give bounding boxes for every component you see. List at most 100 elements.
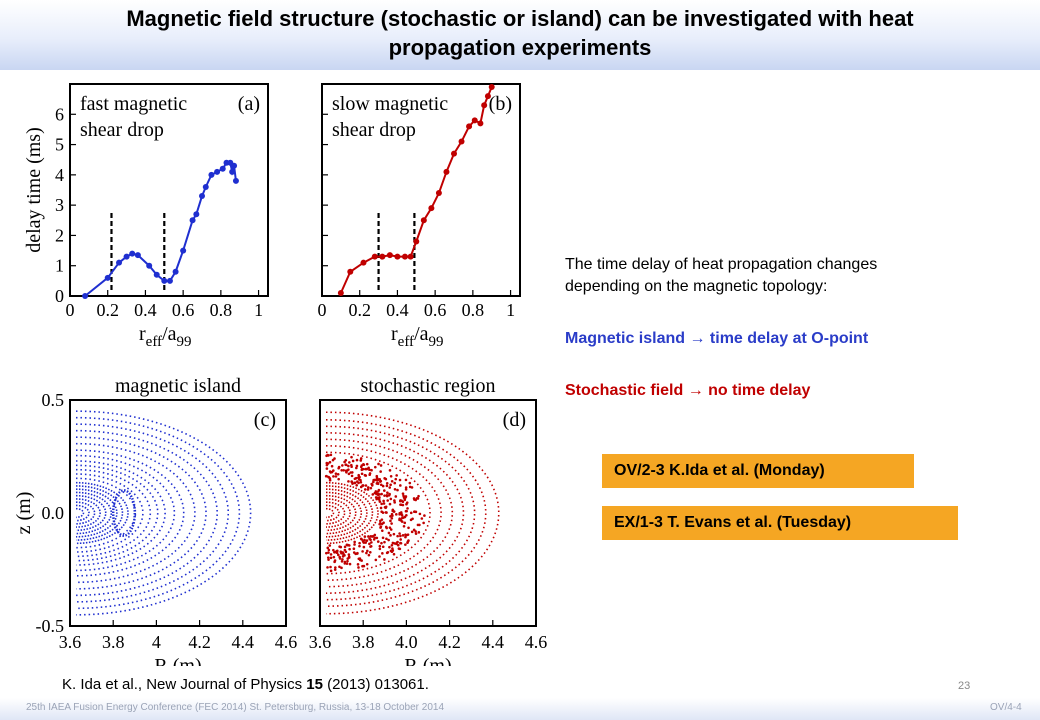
stochastic-point: [341, 558, 344, 561]
panel-annotation: fast magnetic: [80, 93, 187, 115]
stochastic-point: [399, 534, 402, 538]
stochastic-point: [407, 539, 410, 542]
flux-surface: [75, 485, 124, 541]
stochastic-point: [359, 465, 363, 469]
stochastic-point: [396, 488, 399, 492]
poincare-panel-0: magnetic island (c) 3.6 3.8 4 4.2 4.4 4.6 R (m) 0…: [13, 375, 298, 677]
stochastic-point: [328, 544, 332, 547]
x-tick-label: 4.0: [395, 632, 418, 652]
stochastic-point: [338, 565, 341, 569]
stochastic-point: [361, 484, 365, 487]
stochastic-point: [326, 566, 329, 569]
flux-surface: [325, 419, 487, 607]
data-point: [231, 162, 238, 169]
stochastic-point: [371, 534, 375, 538]
stochastic-point: [352, 547, 356, 551]
flux-surface: [75, 468, 152, 558]
data-point: [484, 93, 491, 100]
data-point: [360, 259, 367, 266]
stochastic-point: [399, 499, 402, 502]
x-axis-label-part: 99: [429, 334, 444, 350]
flux-surface: [75, 494, 107, 532]
stochastic-point: [401, 534, 405, 537]
stochastic-point: [359, 480, 363, 484]
stochastic-point: [409, 511, 413, 515]
x-tick-label: 4.4: [482, 632, 505, 652]
data-point: [153, 271, 160, 278]
stochastic-point: [385, 537, 388, 541]
stochastic-point: [379, 519, 382, 523]
y-tick-label: -0.5: [36, 616, 65, 636]
stochastic-point: [395, 513, 398, 516]
stochastic-point: [340, 468, 343, 472]
stochastic-point: [371, 493, 375, 496]
x-tick-label: 4.6: [275, 632, 298, 652]
stochastic-point: [340, 560, 344, 563]
stochastic-point: [344, 463, 348, 467]
stochastic-point: [365, 462, 369, 466]
stochastic-point: [347, 480, 350, 483]
stochastic-point: [380, 492, 383, 496]
stochastic-point: [378, 478, 382, 481]
stochastic-point: [327, 548, 331, 552]
stochastic-point: [410, 486, 414, 489]
stochastic-point: [347, 555, 351, 559]
flux-surface: [325, 411, 500, 615]
data-point: [407, 253, 414, 260]
stochastic-point: [405, 513, 408, 517]
data-point: [82, 293, 89, 299]
stochastic-point: [378, 496, 381, 499]
data-point: [386, 252, 393, 259]
stochastic-point: [341, 551, 345, 554]
stochastic-point: [353, 540, 356, 544]
stochastic-point: [328, 460, 332, 464]
stochastic-point: [379, 470, 382, 473]
stochastic-point: [380, 502, 383, 506]
stochastic-point: [356, 563, 360, 566]
stochastic-point: [365, 562, 369, 566]
stochastic-point: [390, 512, 394, 516]
data-point: [401, 253, 408, 260]
flux-surface: [75, 488, 118, 538]
stochastic-point: [404, 486, 408, 489]
stochastic-point: [377, 492, 380, 496]
stochastic-point: [362, 541, 366, 544]
stochastic-point: [365, 539, 369, 542]
stochastic-point: [381, 536, 385, 540]
stochastic-point: [339, 545, 343, 549]
stochastic-point: [394, 477, 398, 481]
x-tick-label: 0.8: [462, 300, 485, 320]
explanation-line1: The time delay of heat propagation chang…: [565, 256, 878, 273]
data-point: [488, 84, 495, 91]
stochastic-point: [339, 550, 343, 554]
data-point: [199, 193, 205, 200]
x-axis-label-part: /a: [414, 323, 429, 345]
stochastic-point: [326, 556, 330, 559]
stochastic-point: [379, 464, 383, 467]
stochastic-point: [414, 532, 418, 535]
stochastic-point: [343, 548, 347, 552]
stochastic-point: [398, 532, 401, 535]
stochastic-point: [393, 487, 397, 491]
stochastic-point: [362, 463, 365, 466]
y-tick-label: 0.0: [42, 503, 65, 523]
y-tick-label: 0.5: [42, 390, 65, 410]
stochastic-point: [347, 468, 350, 471]
x-tick-label: 0.6: [424, 300, 447, 320]
island-statement: Magnetic island → time delay at O-point: [565, 330, 869, 347]
stochastic-point: [374, 558, 378, 562]
plot-frame: [319, 399, 537, 627]
stochastic-point: [391, 541, 395, 545]
flux-surface: [325, 494, 357, 532]
stochastic-point: [348, 461, 351, 464]
x-tick-label: 3.8: [102, 632, 125, 652]
stochastic-point: [337, 477, 340, 481]
stochastic-point: [350, 463, 353, 467]
stochastic-point: [345, 471, 348, 474]
x-tick-label: 0: [66, 300, 75, 320]
stochastic-point: [329, 556, 333, 560]
stochastic-point: [327, 476, 331, 479]
stochastic-point: [381, 552, 384, 555]
stochastic-point: [378, 500, 382, 503]
stochastic-point: [402, 524, 406, 528]
